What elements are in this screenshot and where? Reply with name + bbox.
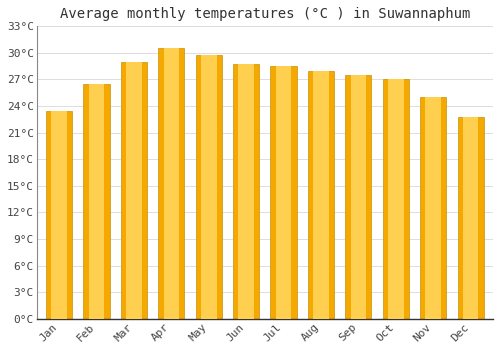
Bar bbox=[121, 62, 147, 319]
Bar bbox=[88, 84, 104, 319]
Bar bbox=[270, 66, 296, 319]
Bar bbox=[164, 48, 179, 319]
Bar bbox=[201, 55, 216, 319]
Bar bbox=[313, 71, 329, 319]
Bar bbox=[233, 63, 260, 319]
Bar bbox=[46, 111, 72, 319]
Bar bbox=[463, 117, 478, 319]
Bar bbox=[420, 97, 446, 319]
Bar bbox=[388, 79, 404, 319]
Bar bbox=[238, 63, 254, 319]
Bar bbox=[52, 111, 67, 319]
Title: Average monthly temperatures (°C ) in Suwannaphum: Average monthly temperatures (°C ) in Su… bbox=[60, 7, 470, 21]
Bar bbox=[458, 117, 483, 319]
Bar bbox=[350, 75, 366, 319]
Bar bbox=[126, 62, 142, 319]
Bar bbox=[84, 84, 110, 319]
Bar bbox=[382, 79, 409, 319]
Bar bbox=[426, 97, 441, 319]
Bar bbox=[196, 55, 222, 319]
Bar bbox=[158, 48, 184, 319]
Bar bbox=[276, 66, 291, 319]
Bar bbox=[346, 75, 372, 319]
Bar bbox=[308, 71, 334, 319]
